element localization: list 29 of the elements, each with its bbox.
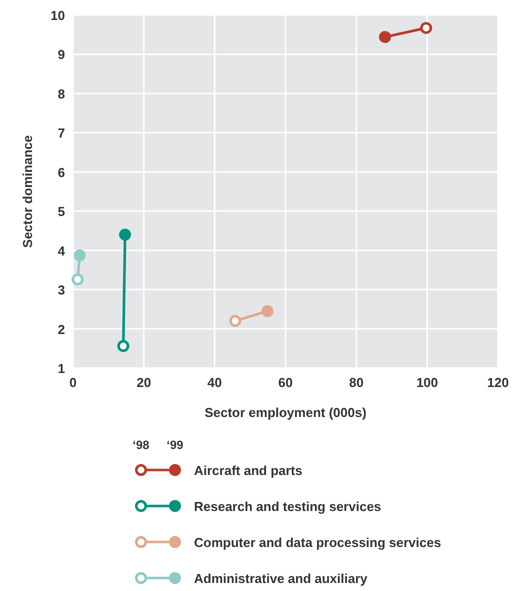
- x-tick-label: 0: [69, 375, 77, 390]
- legend-label: Computer and data processing services: [194, 535, 442, 550]
- point: [74, 249, 86, 262]
- y-tick-label: 4: [58, 243, 66, 258]
- x-tick-label: 80: [349, 375, 364, 390]
- text: ‘98: [132, 438, 150, 452]
- y-tick-label: 10: [50, 8, 65, 23]
- point: [119, 228, 132, 241]
- y-axis-title: Sector dominance: [20, 135, 35, 248]
- x-tick-label: 120: [487, 375, 509, 390]
- legend-label: Research and testing services: [194, 499, 382, 514]
- text: ‘99: [166, 438, 184, 452]
- y-tick-label: 6: [58, 164, 65, 180]
- y-tick-label: 8: [58, 86, 65, 102]
- point: [379, 30, 392, 43]
- x-tick-label: 60: [278, 375, 293, 390]
- legend-label: Aircraft and parts: [194, 463, 302, 478]
- point: [261, 305, 274, 318]
- y-tick-label: 5: [58, 204, 65, 220]
- y-tick-label: 1: [58, 361, 65, 376]
- y-tick-label: 9: [58, 47, 65, 62]
- x-tick-label: 20: [136, 375, 152, 390]
- x-axis-title: Sector employment (000s): [204, 405, 366, 420]
- y-tick-label: 2: [58, 322, 65, 337]
- y-tick-label: 3: [58, 282, 65, 298]
- legend-label: Administrative and auxiliary: [194, 571, 368, 586]
- x-tick-label: 40: [207, 375, 222, 390]
- x-tick-label: 100: [416, 375, 438, 390]
- y-tick-label: 7: [58, 126, 65, 141]
